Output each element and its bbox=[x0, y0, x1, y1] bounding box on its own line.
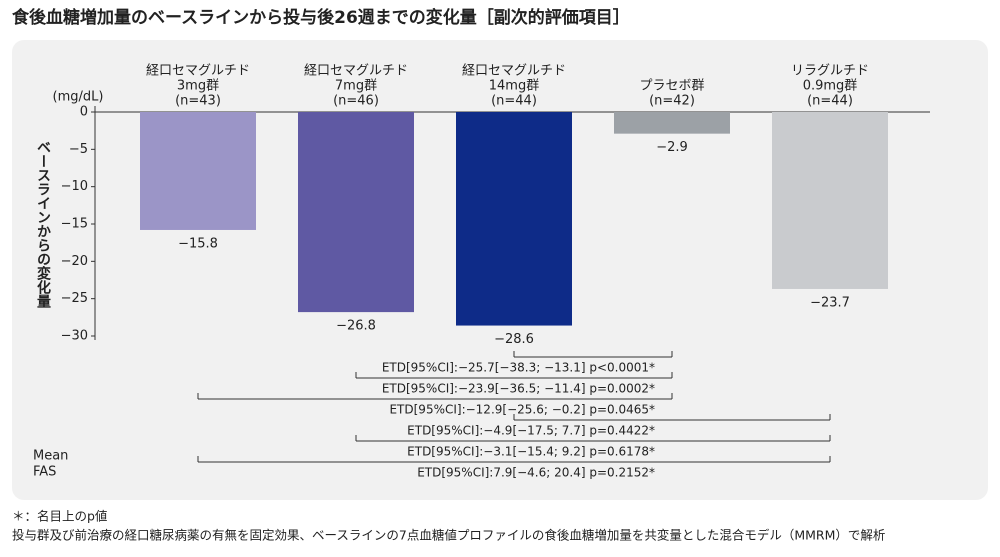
bar bbox=[298, 112, 414, 313]
category-label: リラグルチド bbox=[791, 64, 869, 79]
category-label: (n=46) bbox=[333, 94, 379, 109]
footnote: 投与群及び前治療の経口糖尿病薬の有無を固定効果、ベースラインの7点血糖値プロファ… bbox=[12, 528, 885, 543]
annotation: ETD[95%CI]:−4.9[−17.5; 7.7] p=0.4422* bbox=[407, 424, 655, 438]
category-label: 経口セマグルチド bbox=[304, 64, 408, 79]
value-label: −23.7 bbox=[810, 295, 850, 310]
category-label: 7mg群 bbox=[335, 79, 377, 94]
value-label: −28.6 bbox=[494, 332, 534, 347]
category-label: 3mg群 bbox=[177, 79, 219, 94]
category-label: 経口セマグルチド bbox=[146, 64, 250, 79]
value-label: −26.8 bbox=[336, 319, 376, 334]
category-label: (n=44) bbox=[491, 94, 537, 109]
chart-title: 食後血糖増加量のベースラインから投与後26週までの変化量［副次的評価項目］ bbox=[12, 7, 630, 28]
y-tick-label: −25 bbox=[61, 291, 88, 306]
bar bbox=[456, 112, 572, 326]
y-unit: (mg/dL) bbox=[53, 90, 104, 105]
y-axis-label: ベースラインからの変化量 bbox=[35, 140, 51, 309]
y-tick-label: −30 bbox=[61, 329, 88, 344]
y-tick-label: −5 bbox=[69, 142, 88, 157]
side-note: Mean bbox=[33, 449, 68, 464]
category-label: プラセボ群 bbox=[639, 79, 704, 94]
category-label: (n=42) bbox=[649, 94, 695, 109]
footnote: ＊：名目上のp値 bbox=[12, 509, 107, 524]
bar bbox=[140, 112, 256, 230]
category-label: 0.9mg群 bbox=[803, 79, 858, 94]
annotation: ETD[95%CI]:−23.9[−36.5; −11.4] p=0.0002* bbox=[382, 382, 655, 396]
annotation: ETD[95%CI]:7.9[−4.6; 20.4] p=0.2152* bbox=[417, 466, 655, 480]
y-tick-label: 0 bbox=[80, 105, 88, 120]
y-tick-label: −10 bbox=[61, 179, 88, 194]
value-label: −15.8 bbox=[178, 236, 218, 251]
annotation: ETD[95%CI]:−12.9[−25.6; −0.2] p=0.0465* bbox=[389, 403, 655, 417]
category-label: (n=43) bbox=[175, 94, 221, 109]
category-label: (n=44) bbox=[807, 94, 853, 109]
value-label: −2.9 bbox=[656, 140, 688, 155]
annotation: ETD[95%CI]:−25.7[−38.3; −13.1] p<0.0001* bbox=[382, 361, 655, 375]
y-tick-label: −20 bbox=[61, 254, 88, 269]
side-note: FAS bbox=[33, 465, 56, 480]
bar bbox=[614, 112, 730, 134]
y-tick-label: −15 bbox=[61, 217, 88, 232]
bar bbox=[772, 112, 888, 289]
category-label: 14mg群 bbox=[489, 79, 539, 94]
annotation: ETD[95%CI]:−3.1[−15.4; 9.2] p=0.6178* bbox=[407, 445, 655, 459]
category-label: 経口セマグルチド bbox=[462, 64, 566, 79]
